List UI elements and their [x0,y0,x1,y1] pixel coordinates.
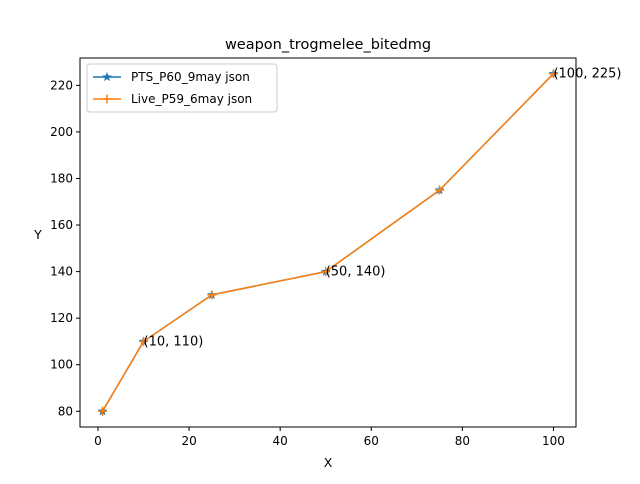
y-tick-label: 140 [50,265,73,279]
series-2 [98,69,558,416]
y-tick-label: 120 [50,311,73,325]
data-point [139,336,149,346]
x-tick-label: 80 [455,434,470,448]
y-tick-label: 160 [50,218,73,232]
data-label: (50, 140) [326,265,386,280]
legend-item: Live_P59_6may json [93,92,252,106]
chart-title: weapon_trogmelee_bitedmg [225,37,431,53]
axis-ticks: 0 20 40 60 80 100 80 100 120 140 160 180 200 220 [50,78,565,448]
y-tick-label: 200 [50,125,73,139]
x-tick-label: 20 [181,434,196,448]
data-point [207,290,217,300]
y-tick-label: 180 [50,171,73,185]
x-tick-label: 40 [273,434,288,448]
data-point [435,185,445,195]
series-line [101,73,554,412]
x-tick-label: 100 [542,434,565,448]
y-tick-label: 80 [58,404,73,418]
data-label: (100, 225) [553,67,621,82]
x-tick-label: 0 [94,434,102,448]
series-lines [97,68,559,416]
legend-item: PTS_P60_9may json [93,70,250,84]
data-point [548,69,558,79]
data-point [321,267,331,277]
data-label: (10, 110) [144,334,204,349]
legend-label: PTS_P60_9may json [131,70,250,84]
x-tick-label: 60 [364,434,379,448]
x-axis-label: X [324,455,333,470]
annotations: (10, 110) (50, 140) (100, 225) [144,67,622,350]
legend-marker [102,71,112,82]
legend-label: Live_P59_6may json [131,92,252,106]
plot-frame [79,57,577,428]
y-tick-label: 100 [50,358,73,372]
series-line [101,73,554,412]
legend-box [86,63,278,113]
y-axis-label: Y [33,227,42,242]
data-point [98,406,108,416]
legend: PTS_P60_9may json Live_P59_6may json [86,63,278,113]
series-1 [97,68,559,416]
legend-marker [102,94,112,104]
y-tick-label: 220 [50,78,73,92]
